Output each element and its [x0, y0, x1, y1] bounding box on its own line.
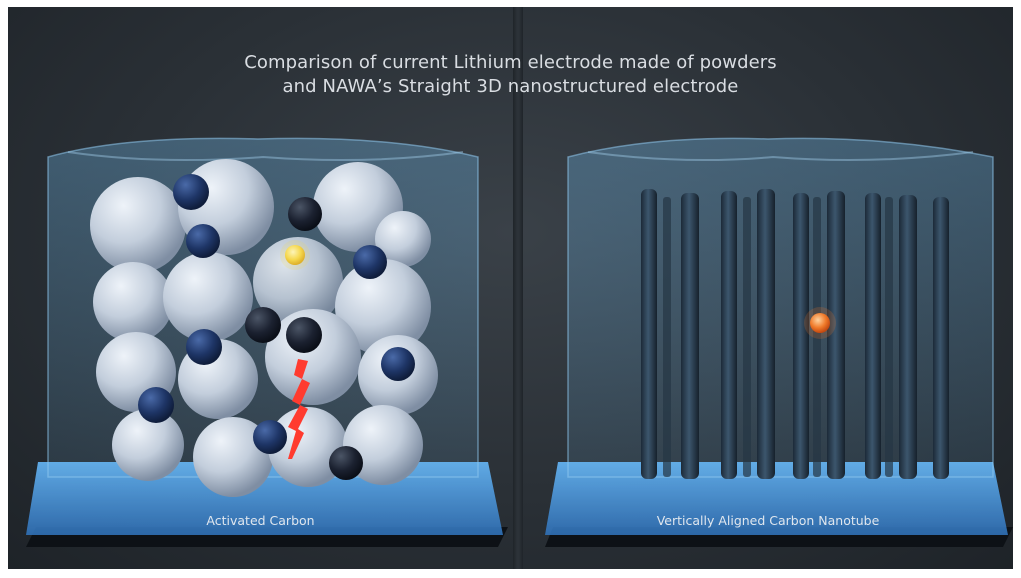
panel-divider	[513, 7, 523, 569]
title-line-2: and NAWA’s Straight 3D nanostructured el…	[282, 76, 739, 97]
carbon-nanotube-panel: Vertically Aligned Carbon Nanotube	[523, 7, 1013, 569]
nanotube	[899, 195, 917, 479]
ion	[186, 224, 220, 258]
base-plate	[545, 462, 1013, 547]
nanotube	[641, 189, 657, 479]
nanotube	[827, 191, 845, 479]
nanotube	[743, 197, 751, 477]
page-title: Comparison of current Lithium electrode …	[8, 51, 1013, 99]
ion	[353, 245, 387, 279]
carbon-nanotubes	[641, 189, 949, 479]
electrolyte-container	[567, 137, 994, 478]
ion	[253, 420, 287, 454]
activated-carbon-caption: Activated Carbon	[206, 513, 315, 528]
ion	[173, 174, 209, 210]
nanotube	[681, 193, 699, 479]
nanotube	[933, 197, 949, 479]
ion	[381, 347, 415, 381]
lithium-ion-glow	[280, 240, 310, 270]
video-frame: Comparison of current Lithium electrode …	[8, 7, 1013, 569]
nanotube	[663, 197, 671, 477]
ion	[138, 387, 174, 423]
activated-carbon-panel: Activated Carbon	[8, 7, 513, 569]
nanotube	[757, 189, 775, 479]
carbon-nanotube-caption: Vertically Aligned Carbon Nanotube	[656, 513, 880, 528]
ion	[186, 329, 222, 365]
title-line-1: Comparison of current Lithium electrode …	[244, 52, 777, 73]
activated-carbon-illustration	[26, 137, 508, 547]
nanotube	[813, 197, 821, 477]
carbon-particle	[163, 252, 253, 342]
carbon-particle	[93, 262, 173, 342]
ion	[288, 197, 322, 231]
carbon-particle	[343, 405, 423, 485]
carbon-nanotube-illustration	[545, 137, 1013, 547]
lithium-ion	[810, 313, 830, 333]
ion	[286, 317, 322, 353]
carbon-particle	[112, 409, 184, 481]
nanotube	[865, 193, 881, 479]
ion	[329, 446, 363, 480]
lithium-ion	[285, 245, 305, 265]
ion	[245, 307, 281, 343]
nanotube	[793, 193, 809, 479]
carbon-particle	[253, 237, 343, 327]
electrolyte-ions	[138, 174, 415, 480]
nanotube	[721, 191, 737, 479]
carbon-particles	[90, 159, 438, 497]
crack-icon	[288, 359, 310, 459]
nanotube	[885, 197, 893, 477]
carbon-particle	[90, 177, 186, 273]
carbon-particle	[375, 211, 431, 267]
carbon-particle	[335, 259, 431, 355]
